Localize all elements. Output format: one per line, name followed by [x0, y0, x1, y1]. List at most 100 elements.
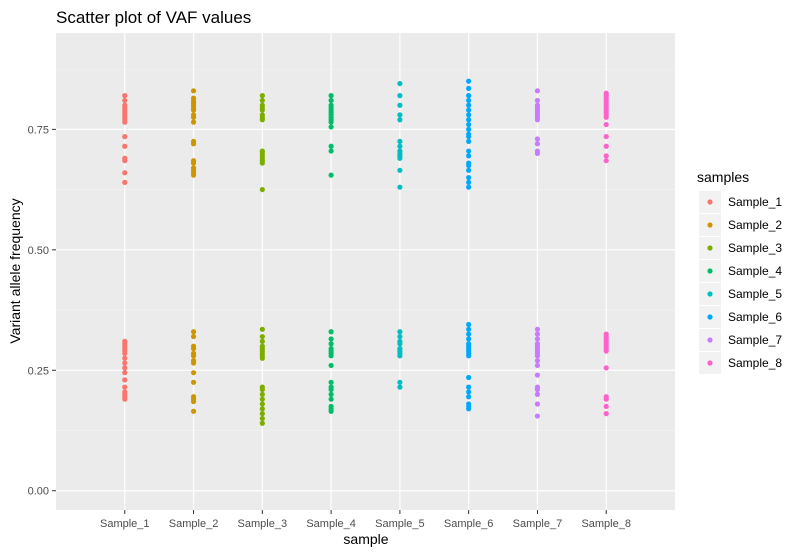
data-point	[466, 331, 472, 337]
data-point	[259, 396, 265, 402]
data-point	[466, 406, 472, 412]
data-point	[190, 379, 197, 385]
data-point	[328, 353, 334, 359]
data-point	[534, 136, 541, 142]
data-point	[328, 148, 334, 154]
data-point	[466, 102, 472, 108]
data-point	[122, 350, 128, 357]
legend-title: samples	[697, 169, 749, 185]
data-point	[190, 114, 197, 120]
data-point	[259, 355, 265, 361]
legend-label: Sample_7	[728, 333, 782, 347]
data-point	[466, 336, 472, 342]
data-point	[466, 85, 472, 92]
y-axis: 0.00 0.25 0.50 0.75	[28, 124, 56, 498]
data-point	[259, 406, 265, 412]
data-point	[466, 167, 472, 173]
data-point	[122, 133, 128, 140]
data-point	[534, 331, 541, 337]
data-point	[122, 97, 128, 104]
legend-marker	[707, 268, 713, 274]
data-point	[534, 372, 541, 378]
data-point	[603, 153, 609, 159]
plot-panel	[56, 33, 675, 510]
data-point	[466, 162, 472, 169]
data-point	[397, 112, 403, 118]
data-point	[603, 121, 609, 128]
data-point	[466, 117, 472, 123]
data-point	[122, 370, 128, 376]
data-point	[328, 93, 334, 99]
x-tick-label: Sample_4	[306, 518, 356, 530]
data-point	[259, 97, 265, 104]
data-point	[397, 117, 403, 123]
data-point	[190, 345, 197, 352]
data-point	[397, 329, 403, 335]
data-point	[397, 384, 403, 390]
data-point	[328, 362, 334, 369]
y-axis-title: Variant allele frequency	[7, 198, 23, 343]
data-point	[534, 386, 541, 393]
data-point	[466, 153, 472, 159]
data-point	[122, 158, 128, 164]
data-points	[122, 78, 609, 426]
legend-marker	[707, 245, 713, 251]
x-tick-label: Sample_3	[238, 518, 288, 530]
data-point	[397, 138, 403, 145]
data-point	[603, 114, 609, 120]
data-point	[190, 119, 197, 125]
data-point	[328, 119, 334, 125]
data-point	[190, 141, 197, 147]
data-point	[534, 401, 541, 407]
legend: samples Sample_1 Sample_2 Sample_3 Sample_4…	[697, 169, 782, 374]
data-point	[397, 102, 403, 108]
chart-title: Scatter plot of VAF values	[56, 8, 251, 27]
data-point	[259, 326, 265, 332]
data-point	[603, 158, 609, 164]
data-point	[122, 170, 128, 176]
data-point	[466, 138, 472, 145]
data-point	[190, 172, 197, 178]
data-point	[603, 133, 609, 140]
data-point	[122, 384, 128, 390]
data-point	[190, 370, 197, 376]
data-point	[259, 107, 265, 113]
data-point	[603, 396, 609, 402]
x-tick-label: Sample_5	[375, 518, 425, 530]
data-point	[190, 329, 197, 335]
data-point	[466, 107, 472, 113]
legend-marker	[707, 360, 713, 366]
data-point	[397, 379, 403, 385]
data-point	[190, 88, 197, 94]
data-point	[122, 360, 128, 366]
data-point	[534, 141, 541, 147]
data-point	[603, 411, 609, 417]
legend-label: Sample_4	[728, 264, 782, 278]
data-point	[328, 408, 334, 414]
data-point	[534, 353, 541, 359]
data-point	[534, 391, 541, 397]
data-point	[259, 401, 265, 407]
x-tick-label: Sample_8	[581, 518, 631, 530]
data-point	[534, 413, 541, 419]
legend-marker	[707, 199, 713, 205]
data-point	[466, 121, 472, 128]
data-point	[466, 93, 472, 99]
data-point	[328, 97, 334, 104]
data-point	[122, 365, 128, 371]
legend-marker	[707, 314, 713, 320]
data-point	[466, 394, 472, 400]
data-point	[328, 341, 334, 347]
data-point	[190, 107, 197, 113]
data-point	[603, 143, 609, 149]
data-point	[466, 326, 472, 332]
data-point	[534, 88, 541, 94]
legend-label: Sample_5	[728, 287, 782, 301]
data-point	[397, 353, 403, 359]
legend-marker	[707, 337, 713, 343]
data-point	[259, 420, 265, 426]
data-point	[328, 143, 334, 149]
data-point	[122, 93, 128, 99]
x-axis-title: sample	[343, 531, 388, 547]
x-tick-label: Sample_2	[169, 518, 219, 530]
